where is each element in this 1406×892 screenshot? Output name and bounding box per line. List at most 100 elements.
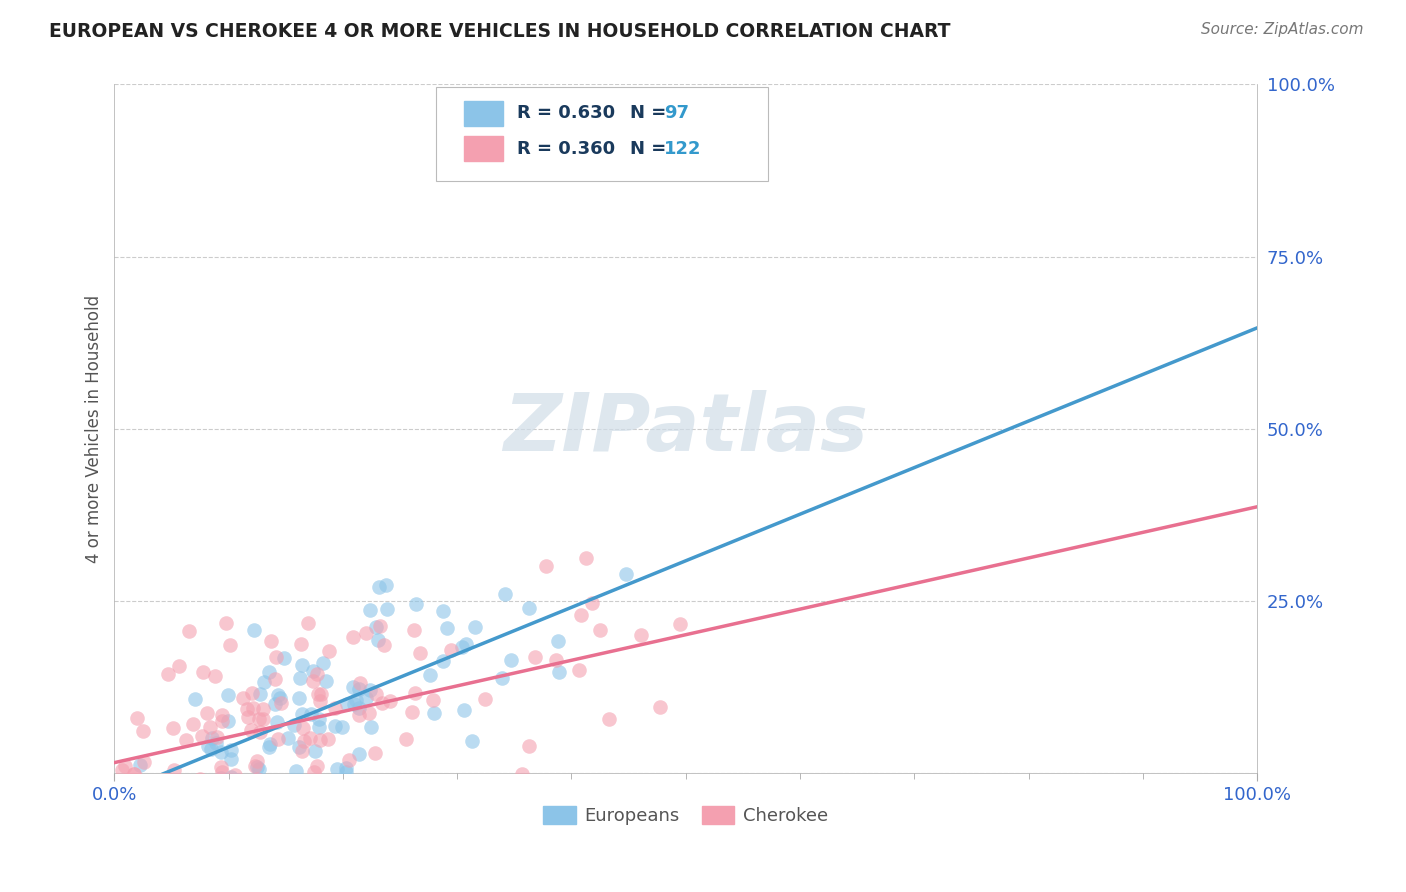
Point (307, 687, 329, 701)
Point (233, 780, 256, 794)
Point (131, 780, 153, 794)
Point (239, 780, 262, 794)
Point (283, 718, 305, 732)
Point (194, 780, 217, 794)
Point (129, 780, 152, 794)
Point (215, 616, 238, 631)
Point (349, 701, 371, 715)
Point (304, 744, 326, 758)
Point (548, 665, 571, 679)
Point (249, 725, 271, 739)
Point (264, 673, 287, 687)
Point (205, 736, 228, 750)
Point (405, 597, 427, 611)
Point (335, 761, 357, 775)
Point (211, 714, 233, 729)
Point (450, 640, 472, 654)
Point (316, 732, 339, 747)
Point (367, 633, 389, 648)
Point (156, 780, 179, 794)
Point (132, 755, 155, 769)
Point (589, 624, 612, 638)
Point (396, 776, 419, 790)
Text: 97: 97 (664, 104, 689, 122)
Point (373, 638, 395, 652)
Point (288, 740, 311, 755)
Point (235, 780, 257, 794)
Point (125, 711, 148, 725)
Point (114, 758, 136, 772)
Point (288, 671, 311, 685)
Point (302, 674, 325, 689)
Point (344, 692, 367, 706)
Point (301, 664, 323, 678)
Point (312, 656, 335, 670)
Point (219, 638, 242, 652)
Point (357, 706, 380, 721)
Point (181, 717, 204, 731)
Point (259, 737, 281, 751)
Point (406, 780, 429, 794)
Point (198, 720, 221, 734)
Point (155, 772, 177, 787)
Point (277, 780, 299, 794)
Point (308, 712, 330, 726)
Point (440, 643, 463, 657)
Point (129, 757, 152, 772)
Point (247, 713, 270, 727)
Point (359, 683, 381, 698)
Point (309, 694, 332, 708)
Point (422, 693, 444, 707)
Point (419, 667, 441, 681)
Point (162, 780, 184, 794)
Point (226, 772, 249, 787)
Point (191, 730, 214, 744)
Point (267, 689, 290, 703)
Point (174, 732, 197, 747)
Point (122, 767, 145, 781)
Point (401, 705, 423, 719)
Point (252, 712, 274, 726)
Point (200, 741, 222, 756)
Point (292, 734, 315, 748)
Point (291, 744, 314, 758)
Point (359, 603, 381, 617)
Point (273, 651, 295, 665)
Point (190, 780, 212, 794)
Point (219, 752, 242, 766)
Point (246, 754, 269, 768)
Point (218, 688, 240, 702)
Point (288, 691, 311, 706)
Point (179, 624, 201, 638)
Point (337, 753, 360, 767)
Point (285, 764, 308, 779)
Point (364, 746, 387, 760)
Point (228, 780, 250, 794)
Point (374, 578, 396, 592)
Point (371, 696, 394, 710)
Point (264, 649, 287, 664)
Point (242, 701, 264, 715)
Point (165, 780, 187, 794)
Point (547, 634, 569, 648)
Point (247, 762, 270, 776)
Point (211, 780, 233, 794)
Point (245, 758, 267, 772)
Point (330, 720, 353, 734)
Point (155, 780, 177, 794)
Point (184, 692, 207, 706)
Point (259, 633, 281, 648)
Point (291, 721, 314, 735)
Point (240, 686, 263, 700)
Point (245, 760, 267, 774)
Point (122, 780, 145, 794)
Point (253, 675, 276, 690)
Y-axis label: 4 or more Vehicles in Household: 4 or more Vehicles in Household (86, 294, 103, 563)
Point (356, 690, 378, 705)
Point (122, 767, 145, 781)
Point (122, 780, 145, 794)
Point (616, 566, 638, 581)
Point (569, 608, 592, 623)
Point (266, 732, 288, 747)
Point (343, 697, 366, 711)
